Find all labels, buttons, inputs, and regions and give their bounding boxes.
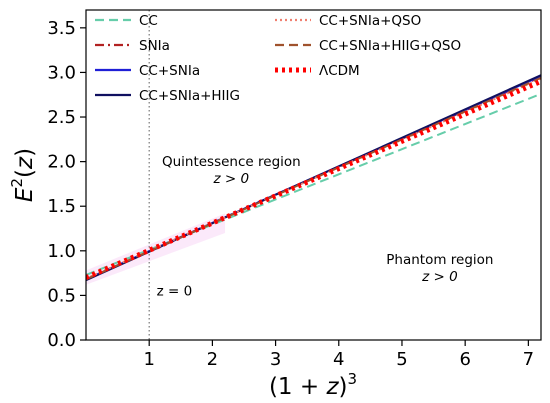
series-line-4: [86, 74, 541, 282]
x-tick-label: 3: [270, 349, 281, 370]
legend-label-2: SNIa: [139, 38, 170, 54]
x-tick-label: 1: [143, 349, 154, 370]
legend-label-5: CC+SNIa+QSO: [319, 13, 421, 29]
annotation-subtext-2: z > 0: [421, 269, 458, 285]
legend: CC SNIa CC+SNIa CC+SNIa+HIIG CC+SNIa+QSO CC+S…: [95, 13, 461, 104]
series-line-7: [86, 79, 541, 280]
y-axis-label: E2(z): [8, 148, 38, 202]
x-tick-label: 5: [396, 349, 407, 370]
y-tick-label: 3.5: [47, 18, 76, 39]
y-axis: 0.0 0.5 1.0 1.5 2.0 2.5 3.0 3.5: [47, 18, 86, 351]
y-tick-label: 2.5: [47, 107, 76, 128]
y-tick-label: 2.0: [47, 152, 76, 173]
x-tick-label: 7: [523, 349, 534, 370]
annotation-text-1: Quintessence region: [162, 154, 301, 170]
annotation-text-2: Phantom region: [386, 252, 493, 268]
x-axis-label: (1 + z)3: [269, 370, 357, 400]
y-tick-label: 3.0: [47, 62, 76, 83]
legend-label-4: CC+SNIa+HIIG: [139, 88, 240, 104]
plot-frame: [85, 9, 542, 341]
annotation-text-3: z = 0: [157, 283, 193, 299]
x-tick-label: 4: [333, 349, 344, 370]
series-line-1: [86, 92, 541, 276]
y-tick-label: 1.0: [47, 241, 76, 262]
x-axis: 1 2 3 4 5 6 7: [143, 340, 534, 370]
y-tick-label: 1.5: [47, 196, 76, 217]
legend-label-3: CC+SNIa: [139, 63, 200, 79]
annotation-subtext-1: z > 0: [213, 171, 250, 187]
y-tick-label: 0.5: [47, 285, 76, 306]
x-tick-label: 2: [207, 349, 218, 370]
legend-label-1: CC: [139, 13, 158, 29]
x-tick-label: 6: [459, 349, 470, 370]
y-tick-label: 0.0: [47, 330, 76, 351]
plot-area: [86, 10, 541, 340]
legend-label-6: CC+SNIa+HIIG+QSO: [319, 38, 461, 54]
legend-label-7: ΛCDM: [319, 63, 360, 79]
